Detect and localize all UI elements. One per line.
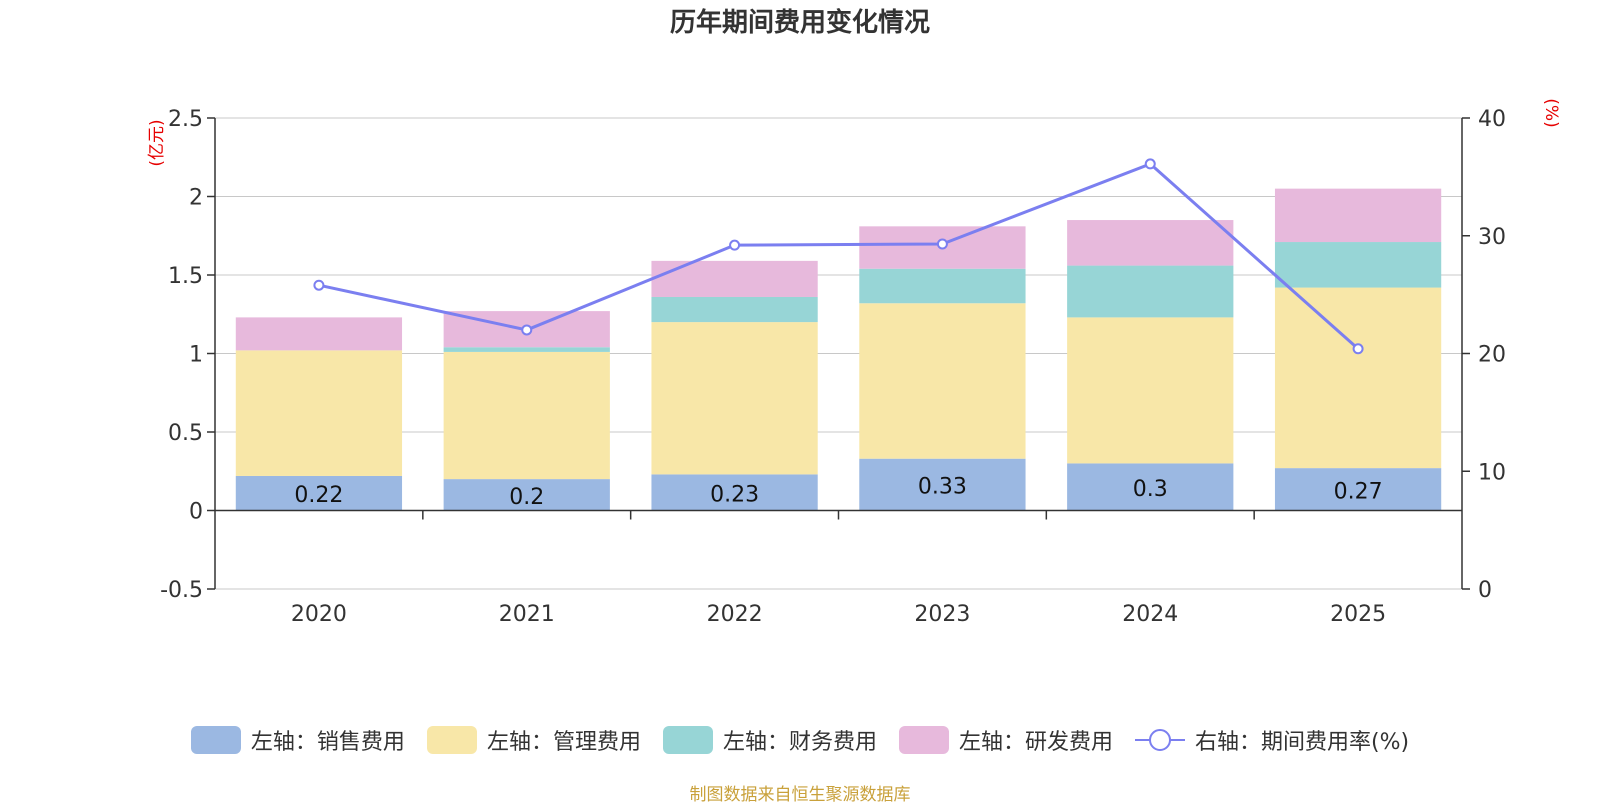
bar-segment-2023-0 — [859, 458, 1026, 511]
bar-segment-2025-0 — [1274, 468, 1442, 511]
legend: 左轴：销售费用 左轴：管理费用 左轴：财务费用 左轴：研发费用 右轴：期间费用率… — [0, 722, 1600, 758]
bar-segment-2022-2 — [651, 296, 818, 323]
legend-item-rnd[interactable]: 左轴：研发费用 — [898, 724, 1113, 756]
legend-swatch-admin — [426, 726, 477, 754]
legend-label-expense-rate: 右轴：期间费用率(%) — [1194, 730, 1410, 755]
bar-segment-2021-1 — [443, 351, 610, 480]
stacked-bars — [235, 188, 1442, 511]
legend-item-expense-rate[interactable]: 右轴：期间费用率(%) — [1134, 724, 1410, 756]
bar-segment-2022-0 — [651, 474, 818, 511]
legend-label-sales: 左轴：销售费用 — [250, 730, 405, 755]
bar-segment-2024-0 — [1067, 463, 1234, 511]
bar-segment-2020-0 — [235, 475, 403, 511]
data-label-sales-2021: 0.2 — [509, 485, 544, 510]
x-tick-label-2024: 2024 — [1122, 602, 1178, 627]
left-axis-unit: (亿元) — [147, 119, 167, 166]
x-tick-label-2025: 2025 — [1330, 602, 1386, 627]
legend-item-admin[interactable]: 左轴：管理费用 — [426, 724, 641, 756]
legend-swatch-sales — [190, 726, 241, 754]
right-tick-label: 20 — [1478, 343, 1506, 368]
expense-rate-line — [313, 158, 1364, 355]
bar-segment-2024-3 — [1067, 220, 1234, 266]
data-source-note: 制图数据来自恒生聚源数据库 — [689, 785, 911, 805]
legend-swatch-rnd — [898, 726, 949, 754]
data-label-sales-2024: 0.3 — [1133, 477, 1168, 502]
left-tick-label: 0.5 — [168, 421, 203, 446]
chart-title: 历年期间费用变化情况 — [669, 8, 930, 38]
legend-item-sales[interactable]: 左轴：销售费用 — [190, 724, 405, 756]
data-label-sales-2023: 0.33 — [918, 475, 967, 500]
legend-line-marker-icon — [1134, 726, 1185, 754]
right-axis-unit: (%) — [1541, 98, 1561, 127]
bar-segment-2021-0 — [443, 479, 610, 511]
left-tick-label: -0.5 — [160, 578, 203, 603]
bar-segment-2025-3 — [1274, 188, 1442, 243]
data-label-sales-2025: 0.27 — [1334, 479, 1383, 504]
left-tick-label: 2 — [189, 186, 203, 211]
bar-segment-2020-3 — [235, 317, 403, 351]
bar-segment-2023-2 — [859, 268, 1026, 304]
bar-segment-2020-1 — [235, 350, 403, 476]
legend-swatch-finance — [662, 726, 713, 754]
legend-label-admin: 左轴：管理费用 — [486, 730, 641, 755]
bar-segment-2025-1 — [1274, 287, 1442, 469]
x-tick-label-2022: 2022 — [707, 602, 763, 627]
right-tick-label: 40 — [1478, 107, 1506, 132]
expense-rate-point-2022 — [729, 239, 741, 251]
axes: -0.5 0 0.5 1 1.5 2 2.5 0 10 20 30 40 (亿元) (%) 2020 2021… — [147, 98, 1561, 627]
legend-item-finance[interactable]: 左轴：财务费用 — [662, 724, 877, 756]
gridlines — [215, 117, 1462, 590]
left-tick-label: 1.5 — [168, 264, 203, 289]
right-tick-label: 0 — [1478, 578, 1492, 603]
bar-segment-2024-1 — [1067, 317, 1234, 464]
legend-label-finance: 左轴：财务费用 — [722, 730, 877, 755]
bar-segment-2024-2 — [1067, 265, 1234, 318]
x-tick-label-2021: 2021 — [499, 602, 555, 627]
x-tick-label-2020: 2020 — [291, 602, 347, 627]
bar-segment-2022-1 — [651, 322, 818, 475]
left-tick-label: 0 — [189, 500, 203, 525]
expense-rate-point-2020 — [313, 279, 325, 291]
expense-rate-point-2024 — [1144, 158, 1156, 170]
expense-rate-polyline — [318, 162, 1360, 350]
left-tick-label: 2.5 — [168, 107, 203, 132]
bar-segment-2021-2 — [443, 347, 610, 352]
data-label-sales-2022: 0.23 — [710, 482, 759, 507]
bar-segment-2023-1 — [859, 303, 1026, 459]
expense-rate-point-2025 — [1352, 343, 1364, 355]
right-tick-label: 10 — [1478, 460, 1506, 485]
right-tick-label: 30 — [1478, 225, 1506, 250]
left-tick-label: 1 — [189, 343, 203, 368]
x-tick-label-2023: 2023 — [914, 602, 970, 627]
bar-segment-2022-3 — [651, 260, 818, 297]
legend-label-rnd: 左轴：研发费用 — [958, 730, 1113, 755]
expense-rate-point-2021 — [521, 324, 533, 336]
bar-segment-2025-2 — [1274, 242, 1442, 288]
expense-rate-point-2023 — [936, 238, 948, 250]
data-labels: 0.22 0.2 0.23 0.33 0.3 0.27 — [294, 475, 1382, 510]
data-label-sales-2020: 0.22 — [294, 483, 343, 508]
